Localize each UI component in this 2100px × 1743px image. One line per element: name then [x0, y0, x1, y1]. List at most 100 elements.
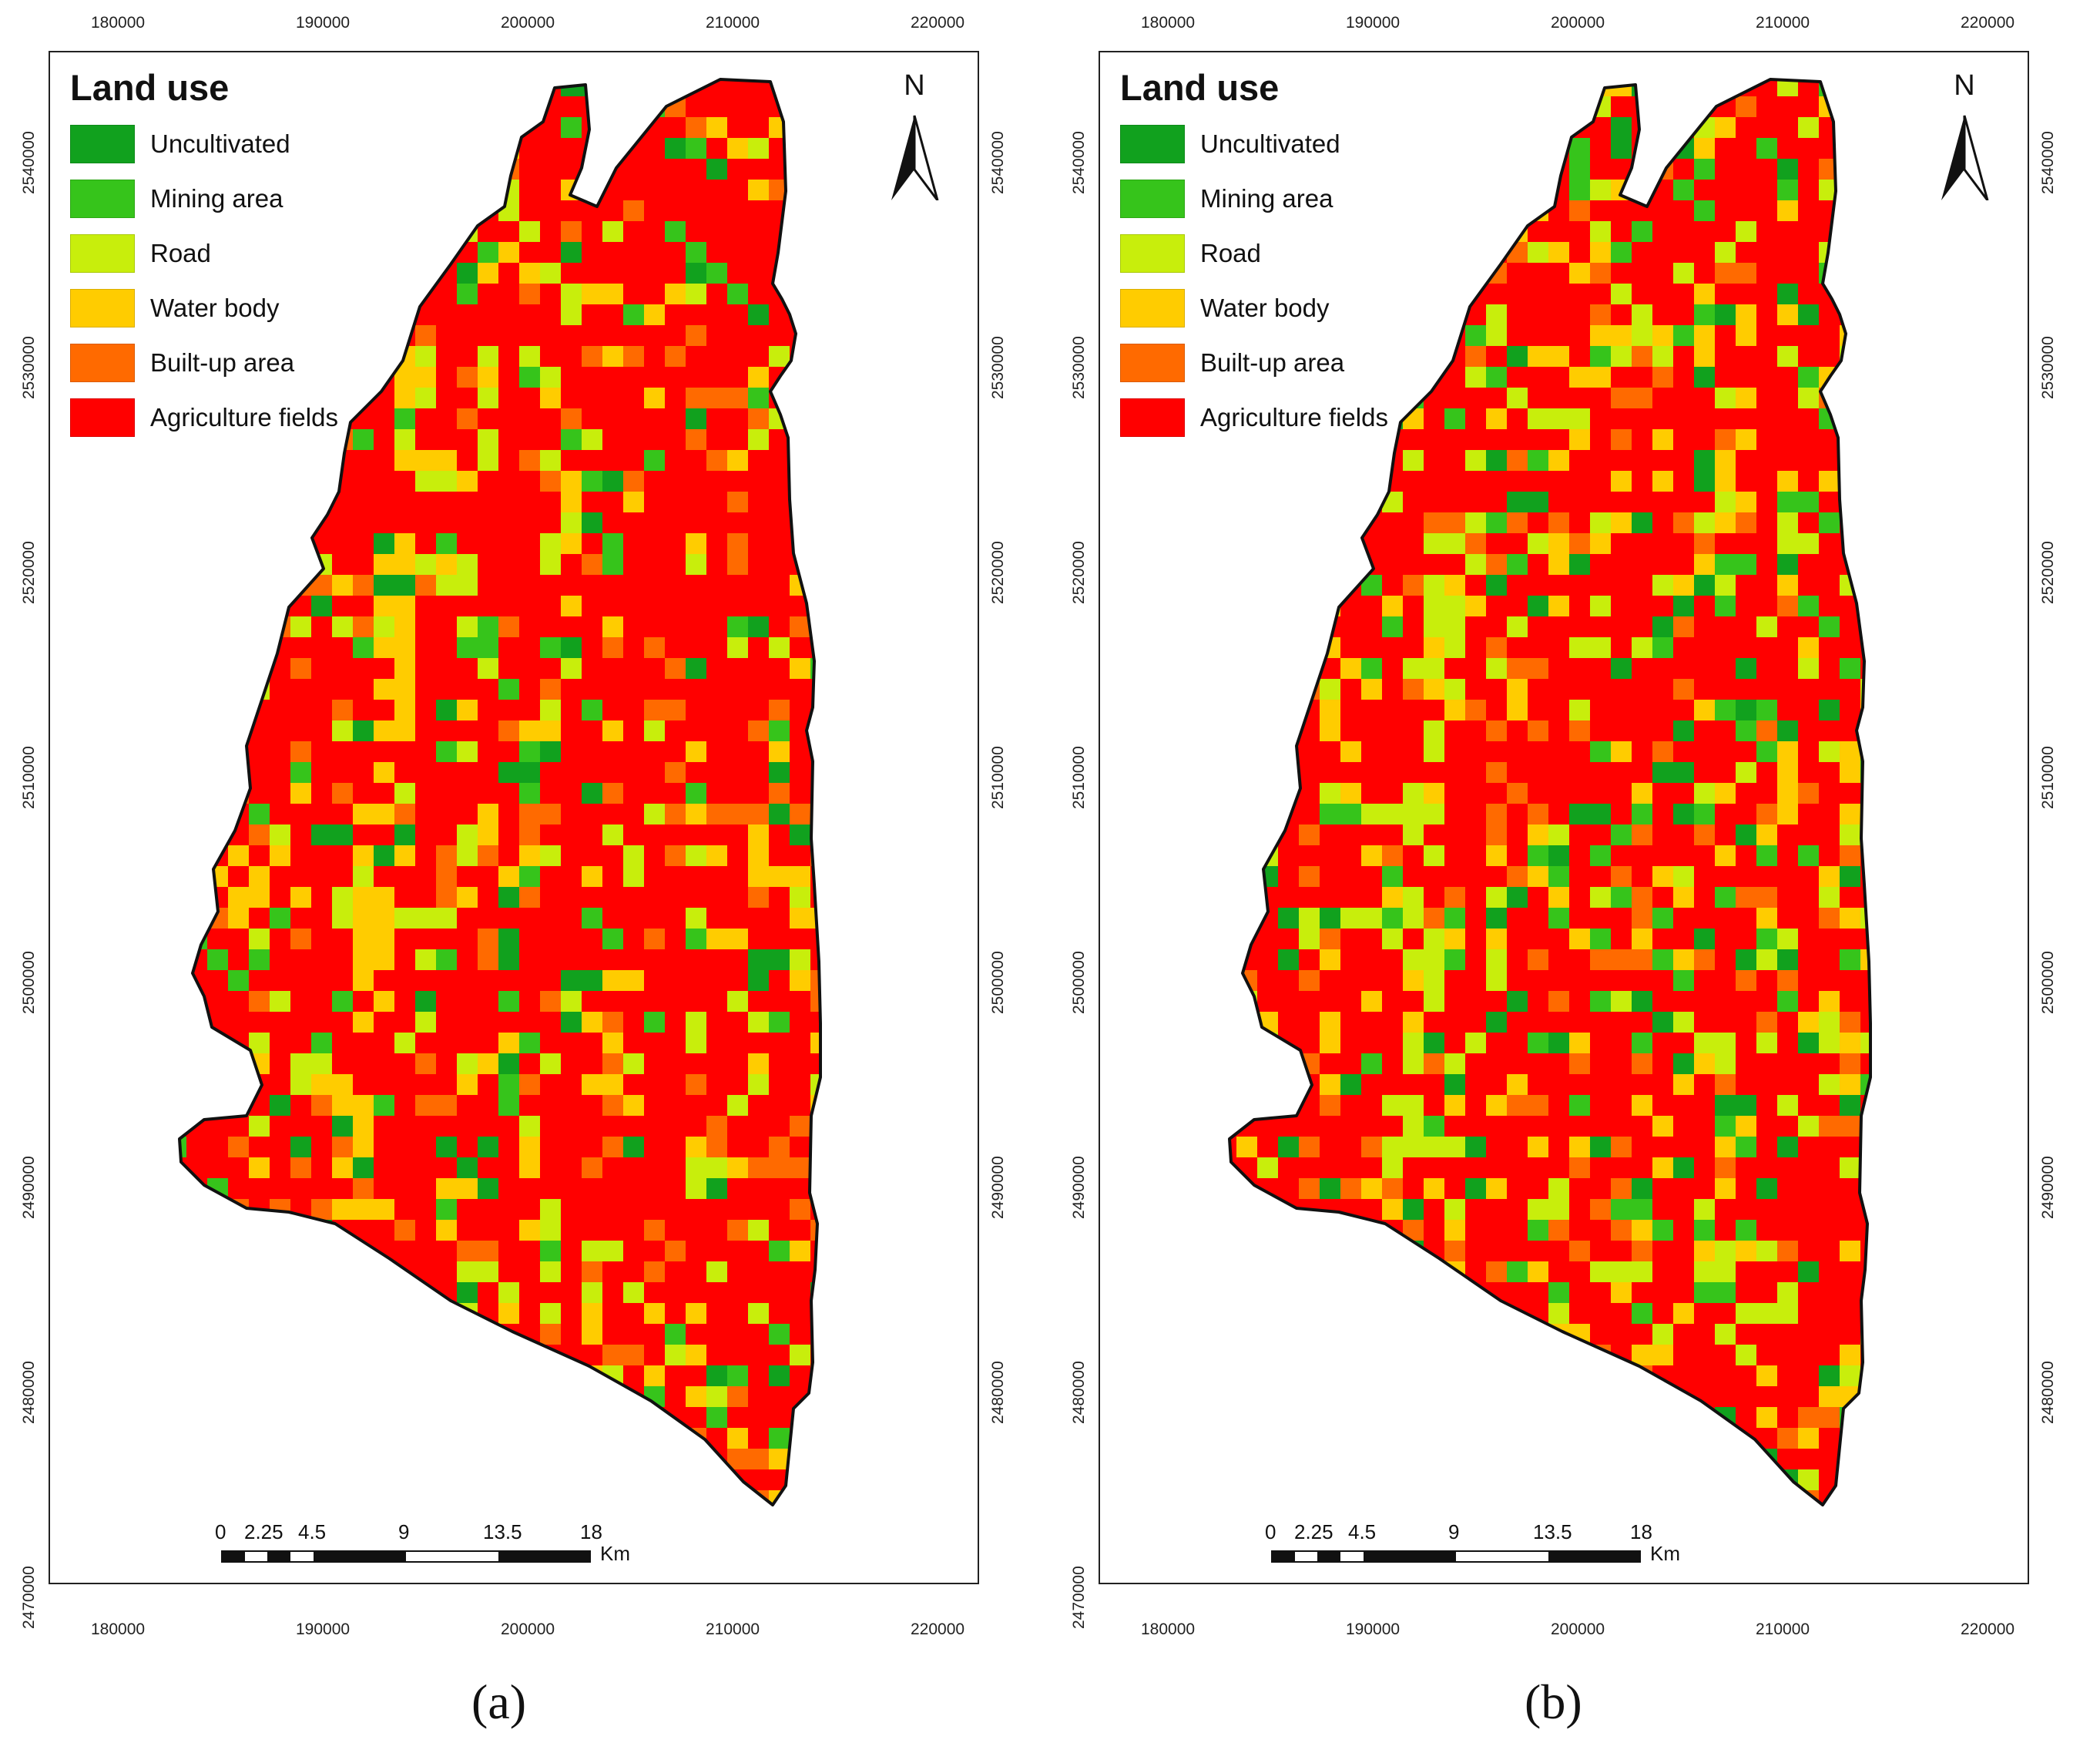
north-label: N	[1954, 69, 1975, 102]
scale-label: 18	[1630, 1520, 1652, 1543]
legend: Land use Uncultivated Mining area Road W…	[1120, 66, 1388, 445]
y-tick-left: 2480000	[20, 1361, 38, 1424]
y-tick-right: 2520000	[2039, 541, 2057, 604]
x-tick-bottom: 220000	[1961, 1620, 2015, 1638]
x-tick-top: 210000	[706, 14, 760, 32]
legend-item-agriculture-fields: Agriculture fields	[70, 390, 338, 445]
map-panel-b: Land use Uncultivated Mining area Road W…	[1050, 0, 2100, 1743]
legend-swatch	[70, 179, 135, 218]
y-tick-right: 2480000	[989, 1361, 1007, 1424]
y-tick-left: 2520000	[1070, 541, 1088, 604]
north-arrow-icon	[891, 115, 939, 200]
scale-bar-graphic	[221, 1550, 591, 1563]
x-tick-top: 190000	[1346, 14, 1401, 32]
scale-label: 9	[1448, 1520, 1460, 1543]
legend-item-mining-area: Mining area	[1120, 171, 1388, 226]
x-tick-top: 220000	[1961, 14, 2015, 32]
x-tick-bottom: 200000	[1551, 1620, 1605, 1638]
scale-label: 18	[580, 1520, 602, 1543]
x-tick-top: 180000	[91, 14, 146, 32]
scale-label: 0	[215, 1520, 226, 1543]
scale-label: 2.25	[244, 1520, 283, 1543]
x-tick-bottom: 180000	[91, 1620, 146, 1638]
legend-title: Land use	[70, 67, 230, 108]
x-tick-bottom: 210000	[706, 1620, 760, 1638]
legend-label: Built-up area	[1200, 348, 1345, 377]
legend-label: Water body	[1200, 293, 1330, 322]
legend-swatch	[1120, 179, 1185, 218]
legend-swatch	[70, 398, 135, 437]
y-tick-left: 2490000	[1070, 1156, 1088, 1219]
legend-label: Water body	[150, 293, 280, 322]
legend-swatch	[1120, 124, 1185, 163]
raster-cells	[1229, 79, 1870, 1505]
legend-swatch	[70, 288, 135, 327]
north-arrow-icon	[1941, 115, 1989, 200]
legend-label: Agriculture fields	[150, 402, 338, 432]
legend: Land use Uncultivated Mining area Road W…	[70, 66, 338, 445]
legend-label: Built-up area	[150, 348, 295, 377]
x-tick-top: 220000	[911, 14, 965, 32]
y-tick-right: 2510000	[2039, 746, 2057, 809]
scale-label: 13.5	[483, 1520, 522, 1543]
y-tick-right: 2510000	[989, 746, 1007, 809]
legend-item-built-up-area: Built-up area	[70, 335, 338, 390]
scale-bar: 0 2.25 4.5 9 13.5 18 Km	[215, 1520, 652, 1574]
y-tick-left: 2530000	[20, 336, 38, 399]
y-tick-right: 2490000	[989, 1156, 1007, 1219]
scale-label: 2.25	[1294, 1520, 1333, 1543]
y-tick-left: 2490000	[20, 1156, 38, 1219]
legend-swatch	[1120, 343, 1185, 382]
legend-swatch	[70, 343, 135, 382]
x-tick-bottom: 200000	[501, 1620, 555, 1638]
y-tick-left: 2540000	[1070, 131, 1088, 194]
legend-item-built-up-area: Built-up area	[1120, 335, 1388, 390]
y-tick-left: 2470000	[20, 1566, 38, 1629]
scale-label: 9	[398, 1520, 410, 1543]
legend-item-water-body: Water body	[1120, 280, 1388, 335]
y-tick-right: 2490000	[2039, 1156, 2057, 1219]
legend-swatch	[1120, 398, 1185, 437]
legend-item-uncultivated: Uncultivated	[70, 116, 338, 171]
x-tick-top: 200000	[1551, 14, 1605, 32]
scale-label: 0	[1265, 1520, 1276, 1543]
x-tick-bottom: 180000	[1141, 1620, 1196, 1638]
scale-label: 4.5	[1348, 1520, 1377, 1543]
y-tick-right: 2500000	[2039, 951, 2057, 1014]
y-tick-left: 2520000	[20, 541, 38, 604]
y-tick-right: 2520000	[989, 541, 1007, 604]
y-tick-right: 2530000	[989, 336, 1007, 399]
y-tick-left: 2510000	[20, 746, 38, 809]
y-tick-left: 2470000	[1070, 1566, 1088, 1629]
legend-title: Land use	[1120, 67, 1280, 108]
y-tick-right: 2500000	[989, 951, 1007, 1014]
land-use-raster	[1228, 78, 1872, 1506]
legend-label: Uncultivated	[1200, 129, 1340, 158]
scale-bar: 0 2.25 4.5 9 13.5 18 Km	[1265, 1520, 1702, 1574]
map-panel-a: Land use Uncultivated Mining area Road W…	[20, 14, 1007, 1729]
x-tick-bottom: 190000	[296, 1620, 351, 1638]
legend-swatch	[70, 124, 135, 163]
legend-item-mining-area: Mining area	[70, 171, 338, 226]
x-tick-top: 200000	[501, 14, 555, 32]
y-tick-right: 2540000	[2039, 131, 2057, 194]
scale-unit: Km	[600, 1542, 630, 1565]
panel-caption: (a)	[471, 1674, 527, 1729]
legend-swatch	[1120, 288, 1185, 327]
scale-bar-graphic	[1271, 1550, 1641, 1563]
scale-label: 4.5	[298, 1520, 327, 1543]
x-tick-bottom: 190000	[1346, 1620, 1401, 1638]
y-tick-left: 2500000	[20, 951, 38, 1014]
y-tick-left: 2540000	[20, 131, 38, 194]
legend-label: Uncultivated	[150, 129, 290, 158]
legend-item-uncultivated: Uncultivated	[1120, 116, 1388, 171]
legend-item-agriculture-fields: Agriculture fields	[1120, 390, 1388, 445]
map-frame: Land use Uncultivated Mining area Road W…	[1099, 51, 2029, 1584]
scale-unit: Km	[1650, 1542, 1680, 1565]
y-tick-right: 2480000	[2039, 1361, 2057, 1424]
legend-swatch	[1120, 233, 1185, 273]
y-tick-left: 2530000	[1070, 336, 1088, 399]
north-arrow: N	[884, 69, 945, 200]
x-tick-bottom: 220000	[911, 1620, 965, 1638]
north-arrow: N	[1934, 69, 1995, 200]
